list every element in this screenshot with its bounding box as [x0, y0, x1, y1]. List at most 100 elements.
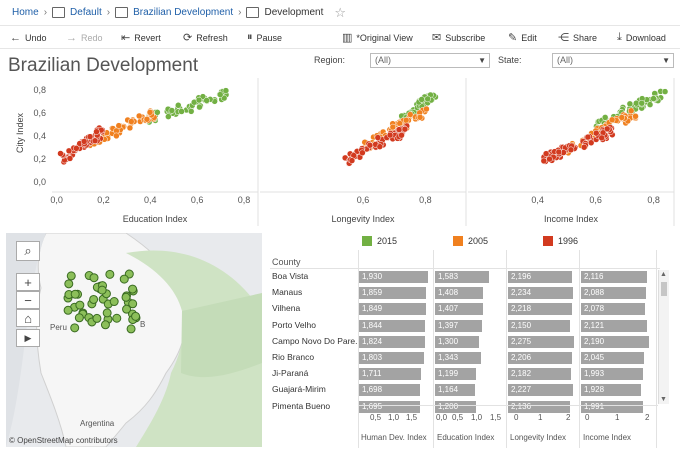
bar-edu[interactable]: 1,407	[435, 303, 483, 316]
bar-lon[interactable]: 2,275	[508, 335, 574, 348]
map-marker[interactable]	[64, 279, 74, 289]
bar-lon[interactable]: 2,182	[508, 368, 572, 381]
bar-inc[interactable]: 1,928	[581, 384, 641, 397]
scatter-point-2005[interactable]	[423, 105, 430, 113]
county-label[interactable]: Porto Velho	[272, 319, 316, 330]
scatter-point-1996[interactable]	[401, 125, 409, 133]
bar-hdi[interactable]: 1,711	[359, 368, 421, 381]
pause-button[interactable]: ⏸ Pause	[247, 31, 282, 44]
table-scrollbar[interactable]: ▲ ▼	[658, 270, 669, 404]
bar-edu[interactable]: 1,583	[435, 271, 489, 283]
scatter-point-2015[interactable]	[638, 99, 645, 107]
bar-inc[interactable]: 2,121	[581, 319, 647, 332]
scatter-point-2015[interactable]	[203, 97, 210, 104]
scatter-point-2015[interactable]	[601, 114, 609, 121]
scroll-down-icon[interactable]: ▼	[660, 396, 667, 403]
map-marker[interactable]	[70, 323, 80, 333]
scatter-point-2005[interactable]	[402, 117, 410, 124]
legend-1996[interactable]: 1996	[543, 236, 578, 246]
breadcrumb-home[interactable]: Home	[12, 7, 39, 18]
undo-button[interactable]: ← Undo	[10, 32, 47, 44]
map-marker[interactable]	[70, 289, 80, 299]
scatter-point-1996[interactable]	[555, 148, 563, 156]
scatter-point-1996[interactable]	[86, 133, 94, 140]
region-filter-dropdown[interactable]: (All) ▼	[370, 53, 490, 68]
scatter-point-1996[interactable]	[540, 157, 548, 165]
scatter-point-1996[interactable]	[592, 129, 600, 137]
scatter-point-2005[interactable]	[627, 107, 635, 115]
map-marker[interactable]	[121, 292, 131, 302]
bar-edu[interactable]: 1,164	[435, 384, 475, 397]
map-marker[interactable]	[128, 284, 138, 294]
scatter-point-2015[interactable]	[165, 113, 172, 120]
bar-lon[interactable]: 2,218	[508, 303, 573, 316]
map-marker[interactable]	[122, 304, 132, 314]
scatter-point-1996[interactable]	[57, 150, 64, 157]
scatter-point-2015[interactable]	[650, 95, 657, 102]
map-marker[interactable]	[75, 300, 85, 310]
scatter-point-1996[interactable]	[598, 134, 605, 142]
scatter-point-1996[interactable]	[91, 137, 99, 145]
bar-lon[interactable]: 2,206	[508, 352, 572, 364]
scatter-point-2005[interactable]	[113, 132, 120, 140]
map-marker[interactable]	[66, 271, 76, 281]
legend-2015[interactable]: 2015	[362, 236, 397, 246]
scatter-point-2015[interactable]	[424, 95, 431, 103]
scatter-point-2015[interactable]	[418, 96, 425, 103]
bar-hdi[interactable]: 1,930	[359, 271, 429, 283]
scatter-point-1996[interactable]	[359, 149, 366, 157]
bar-lon[interactable]: 2,150	[508, 319, 571, 332]
county-label[interactable]: Campo Novo Do Pare...	[272, 335, 363, 346]
scrollbar-thumb[interactable]	[661, 282, 667, 296]
scatter-point-2005[interactable]	[416, 114, 424, 121]
share-button[interactable]: ⋲ Share	[558, 31, 597, 44]
map-panel[interactable]: Peru Argentina B ⌕ + − ⌂ ▶ © OpenStreetM…	[6, 233, 262, 447]
scatter-point-2015[interactable]	[195, 96, 203, 104]
bar-lon[interactable]: 2,227	[508, 384, 573, 397]
favorite-star-icon[interactable]: ☆	[334, 4, 347, 20]
scatter-point-2015[interactable]	[178, 108, 185, 115]
scatter-point-2015[interactable]	[187, 108, 195, 115]
scatter-point-2005[interactable]	[143, 116, 151, 123]
scatter-point-2005[interactable]	[146, 109, 154, 116]
scatter-point-2005[interactable]	[135, 112, 143, 120]
bar-inc[interactable]: 2,078	[581, 303, 646, 316]
reset-home-button[interactable]: ⌂	[16, 309, 40, 327]
map-marker[interactable]	[112, 313, 122, 323]
bar-edu[interactable]: 1,397	[435, 319, 483, 332]
map-marker[interactable]	[102, 308, 112, 318]
county-label[interactable]: Manaus	[272, 287, 303, 298]
scatter-point-2005[interactable]	[632, 113, 639, 120]
bar-inc[interactable]: 2,116	[581, 271, 647, 283]
scroll-up-icon[interactable]: ▲	[660, 271, 667, 278]
map-marker[interactable]	[63, 305, 73, 315]
bar-inc[interactable]: 1,991	[581, 400, 643, 413]
legend-2005[interactable]: 2005	[453, 236, 488, 246]
scatter-point-2015[interactable]	[661, 88, 669, 95]
map-marker[interactable]	[74, 313, 84, 323]
scatter-point-1996[interactable]	[374, 134, 382, 141]
county-label[interactable]: Boa Vista	[272, 271, 309, 281]
subscribe-button[interactable]: ✉ Subscribe	[432, 31, 485, 44]
map-marker[interactable]	[89, 273, 99, 283]
refresh-button[interactable]: ⟳ Refresh	[183, 31, 228, 44]
bar-hdi[interactable]: 1,698	[359, 384, 421, 397]
map-search-button[interactable]: ⌕	[16, 241, 40, 261]
bar-inc[interactable]: 1,993	[581, 368, 643, 381]
bar-lon[interactable]: 2,196	[508, 271, 572, 283]
bar-hdi[interactable]: 1,824	[359, 335, 425, 348]
scatter-point-2005[interactable]	[126, 124, 134, 132]
bar-edu[interactable]: 1,200	[435, 400, 476, 413]
scatter-point-2015[interactable]	[216, 91, 224, 98]
bar-inc[interactable]: 2,088	[581, 287, 646, 300]
scatter-point-2015[interactable]	[196, 103, 203, 111]
county-label[interactable]: Guajará-Mirim	[272, 384, 326, 395]
county-label[interactable]: Ji-Paraná	[272, 368, 309, 379]
scatter-point-2005[interactable]	[618, 114, 626, 121]
map-marker[interactable]	[105, 269, 115, 279]
map-marker[interactable]	[92, 313, 102, 323]
scatter-point-2015[interactable]	[168, 107, 176, 114]
bar-hdi[interactable]: 1,859	[359, 287, 426, 300]
scatter-point-1996[interactable]	[366, 141, 374, 149]
map-marker[interactable]	[126, 324, 136, 334]
